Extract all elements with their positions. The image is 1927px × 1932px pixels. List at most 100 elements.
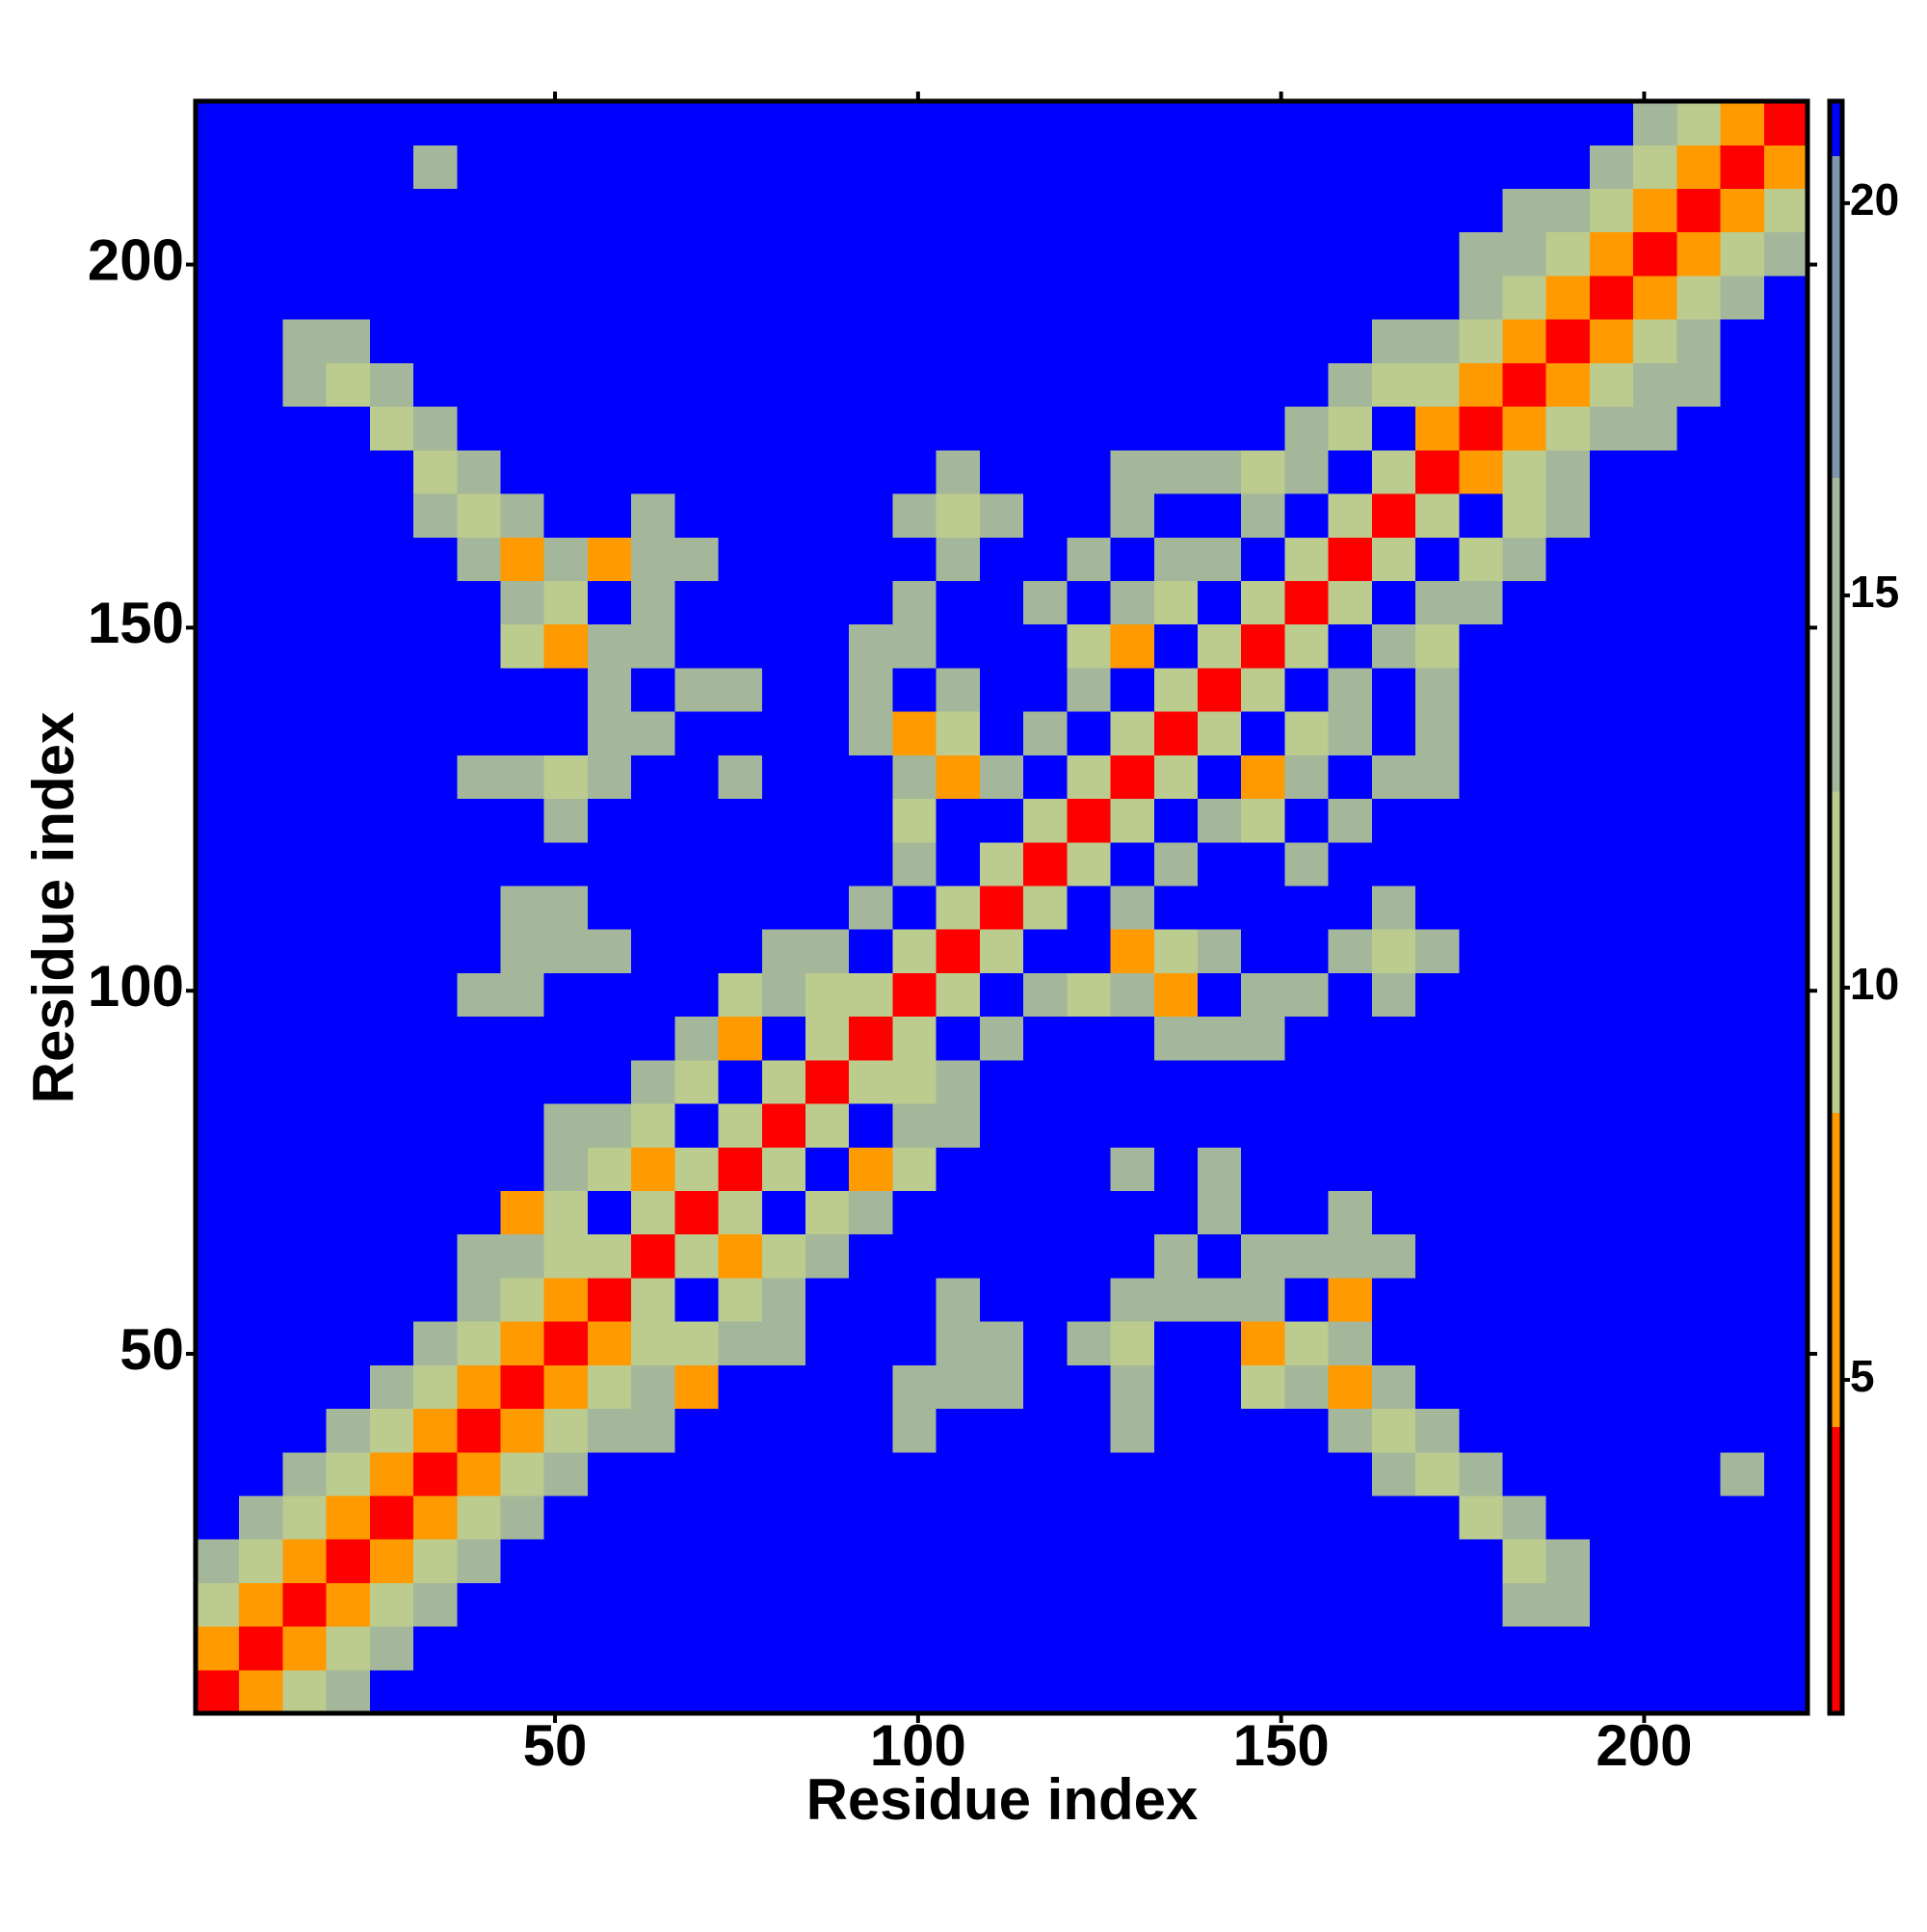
heatmap-cell [631, 1669, 675, 1714]
heatmap-cell [1415, 1059, 1460, 1104]
heatmap-cell [1676, 667, 1722, 712]
heatmap-cell [849, 1277, 894, 1322]
heatmap-cell [1241, 319, 1286, 363]
heatmap-cell [1284, 362, 1330, 408]
heatmap-cell [1633, 885, 1677, 930]
heatmap-cell [543, 188, 589, 233]
heatmap-cell [892, 1669, 937, 1714]
heatmap-cell [1676, 101, 1722, 146]
heatmap-cell [761, 1233, 806, 1279]
heatmap-cell [1371, 754, 1416, 800]
x-axis-label: Residue index [806, 1767, 1199, 1832]
heatmap-cell [1763, 492, 1808, 538]
heatmap-cell [239, 711, 284, 755]
heatmap-cell [1067, 492, 1112, 538]
heatmap-cell [1545, 231, 1591, 277]
heatmap-cell [718, 623, 763, 669]
heatmap-cell [587, 145, 632, 190]
heatmap-cell [1241, 1190, 1286, 1235]
heatmap-cell [1328, 1147, 1373, 1192]
heatmap-cell [282, 492, 328, 538]
heatmap-cell [979, 1102, 1024, 1148]
heatmap-cell [805, 145, 850, 190]
heatmap-cell [1545, 1016, 1591, 1061]
heatmap-cell [1763, 841, 1808, 887]
heatmap-cell [1328, 580, 1373, 625]
heatmap-cell [892, 362, 937, 408]
heatmap-cell [543, 101, 589, 146]
heatmap-cell [500, 188, 545, 233]
heatmap-cell [1589, 754, 1634, 800]
heatmap-cell [631, 1626, 675, 1671]
heatmap-cell [1110, 275, 1155, 320]
heatmap-cell [1763, 188, 1808, 233]
heatmap-cell [849, 1321, 894, 1365]
heatmap-cell [674, 1539, 720, 1583]
heatmap-cell [718, 275, 763, 320]
heatmap-cell [1197, 972, 1242, 1018]
heatmap-cell [674, 885, 720, 930]
heatmap-cell [1371, 492, 1416, 538]
heatmap-cell [849, 1669, 894, 1714]
heatmap-cell [1545, 145, 1591, 190]
heatmap-cell [1415, 1016, 1460, 1061]
heatmap-cell [1067, 275, 1112, 320]
heatmap-cell [1459, 319, 1504, 363]
heatmap-cell [196, 1321, 240, 1365]
heatmap-cell [1502, 145, 1547, 190]
heatmap-cell [457, 275, 502, 320]
heatmap-cell [1720, 1495, 1765, 1540]
heatmap-cell [805, 275, 850, 320]
heatmap-cell [457, 580, 502, 625]
heatmap-cell [282, 145, 328, 190]
heatmap-cell [413, 1669, 458, 1714]
heatmap-cell [500, 1059, 545, 1104]
heatmap-cell [979, 580, 1024, 625]
heatmap-cell [1241, 1059, 1286, 1104]
heatmap-cell [1459, 1451, 1504, 1496]
heatmap-cell [500, 492, 545, 538]
heatmap-cell [543, 449, 589, 494]
heatmap-cell [1153, 1321, 1199, 1365]
heatmap-cell [936, 319, 981, 363]
heatmap-cell [849, 1408, 894, 1453]
heatmap-cell [413, 362, 458, 408]
heatmap-cell [1633, 1626, 1677, 1671]
heatmap-cell [1763, 711, 1808, 755]
heatmap-cell [1545, 1582, 1591, 1628]
heatmap-cell [326, 537, 371, 581]
heatmap-cell [1371, 798, 1416, 843]
heatmap-cell [326, 1321, 371, 1365]
heatmap-cell [979, 885, 1024, 930]
heatmap-cell [413, 145, 458, 190]
heatmap-cell [1589, 798, 1634, 843]
heatmap-cell [892, 1495, 937, 1540]
heatmap-cell [1371, 1495, 1416, 1540]
heatmap-cell [1284, 972, 1330, 1018]
heatmap-cell [1676, 1277, 1722, 1322]
heatmap-cell [587, 188, 632, 233]
heatmap-cell [1328, 1321, 1373, 1365]
heatmap-cell [1110, 798, 1155, 843]
heatmap-cell [457, 492, 502, 538]
heatmap-cell [500, 1495, 545, 1540]
heatmap-cell [543, 711, 589, 755]
heatmap-cell [1197, 362, 1242, 408]
heatmap-cell [1153, 623, 1199, 669]
heatmap-cell [1023, 1059, 1068, 1104]
heatmap-cell [631, 667, 675, 712]
heatmap-cell [1153, 537, 1199, 581]
heatmap-cell [1153, 1451, 1199, 1496]
heatmap-cell [457, 1626, 502, 1671]
heatmap-cell [1371, 1016, 1416, 1061]
heatmap-cell [543, 1364, 589, 1410]
heatmap-cell [239, 1451, 284, 1496]
heatmap-cell [543, 754, 589, 800]
heatmap-cell [1545, 841, 1591, 887]
heatmap-cell [196, 1495, 240, 1540]
heatmap-cell [805, 754, 850, 800]
heatmap-cell [1589, 1451, 1634, 1496]
heatmap-cell [1720, 1233, 1765, 1279]
heatmap-cell [718, 1408, 763, 1453]
heatmap-cell [369, 798, 414, 843]
